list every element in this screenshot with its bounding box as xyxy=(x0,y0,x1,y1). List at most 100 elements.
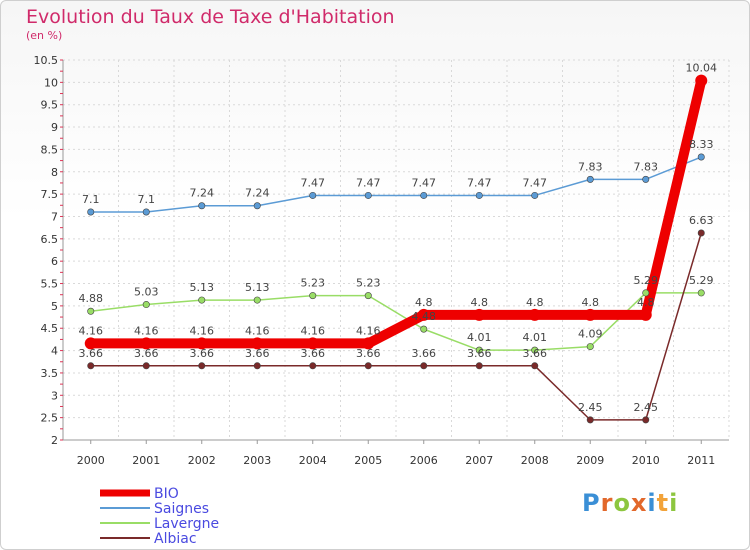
data-label-albiac: 2.45 xyxy=(634,401,659,414)
y-tick-label: 10.5 xyxy=(34,54,59,67)
x-tick-label: 2002 xyxy=(188,454,216,467)
data-point-albiac xyxy=(309,362,317,370)
data-label-saignes: 7.47 xyxy=(356,176,381,189)
logo-letter: r xyxy=(600,489,614,517)
data-label-albiac: 2.45 xyxy=(578,401,603,414)
data-point-albiac xyxy=(87,362,95,370)
data-label-albiac: 3.66 xyxy=(467,347,492,360)
y-tick-label: 6 xyxy=(51,255,58,268)
data-point-albiac xyxy=(420,362,428,370)
legend-label-saignes: Saignes xyxy=(154,501,209,517)
x-tick-label: 2000 xyxy=(77,454,105,467)
data-label-saignes: 7.47 xyxy=(301,176,326,189)
data-label-saignes: 7.24 xyxy=(245,187,270,200)
data-label-albiac: 3.66 xyxy=(412,347,437,360)
data-label-lavergne: 5.29 xyxy=(689,274,714,287)
data-label-lavergne: 5.13 xyxy=(245,281,270,294)
x-tick-label: 2003 xyxy=(243,454,271,467)
series-line-bio xyxy=(85,75,707,349)
data-label-bio: 4.8 xyxy=(582,296,600,309)
data-label-albiac: 3.66 xyxy=(79,347,104,360)
data-point-bio xyxy=(140,337,153,350)
x-tick-label: 2005 xyxy=(354,454,382,467)
data-point-saignes xyxy=(198,202,206,210)
y-tick-label: 8.5 xyxy=(41,143,59,156)
data-point-saignes xyxy=(642,175,650,183)
data-point-lavergne xyxy=(697,289,705,297)
series-line-saignes xyxy=(90,156,702,213)
data-point-saignes xyxy=(309,191,317,199)
data-label-bio: 4.16 xyxy=(79,324,104,337)
legend-label-albiac: Albiac xyxy=(154,531,197,547)
data-point-albiac xyxy=(198,362,206,370)
y-tick-label: 5.5 xyxy=(41,278,59,291)
data-point-lavergne xyxy=(475,346,483,354)
data-point-albiac xyxy=(475,362,483,370)
data-label-saignes: 7.83 xyxy=(578,160,603,173)
x-tick-label: 2001 xyxy=(132,454,160,467)
data-point-bio xyxy=(84,337,97,350)
data-label-saignes: 7.47 xyxy=(523,176,548,189)
y-tick-label: 3 xyxy=(51,389,58,402)
y-tick-label: 8 xyxy=(51,166,58,179)
data-label-bio: 4.8 xyxy=(526,296,544,309)
legend-label-lavergne: Lavergne xyxy=(154,516,219,532)
data-label-saignes: 7.1 xyxy=(138,193,156,206)
x-tick-label: 2009 xyxy=(576,454,604,467)
data-point-albiac xyxy=(531,362,539,370)
data-label-bio: 4.16 xyxy=(356,324,381,337)
x-tick-label: 2006 xyxy=(410,454,438,467)
data-label-lavergne: 5.29 xyxy=(634,274,659,287)
legend-label-bio: BIO xyxy=(154,486,179,502)
x-tick-label: 2007 xyxy=(465,454,493,467)
y-tick-label: 3.5 xyxy=(41,367,59,380)
data-label-lavergne: 4.88 xyxy=(79,292,104,305)
data-point-saignes xyxy=(697,153,705,161)
logo-letter: P xyxy=(582,489,601,517)
series-line-lavergne xyxy=(90,292,702,351)
data-labels: 4.16 4.16 4.16 4.16 4.16 4.16 4.8 4.8 4.8 4.8 4.8 1… xyxy=(79,62,718,414)
proxiti-logo: Proxiti xyxy=(582,489,678,517)
data-label-albiac: 3.66 xyxy=(190,347,215,360)
data-point-lavergne xyxy=(531,346,539,354)
data-point-albiac xyxy=(364,362,372,370)
grid-lines xyxy=(62,59,730,441)
y-tick-label: 10 xyxy=(44,76,58,89)
data-label-bio: 4.16 xyxy=(134,324,159,337)
data-point-saignes xyxy=(586,175,594,183)
data-point-saignes xyxy=(364,191,372,199)
data-point-lavergne xyxy=(253,296,261,304)
data-label-lavergne: 4.48 xyxy=(412,310,437,323)
data-label-lavergne: 5.23 xyxy=(356,277,381,290)
logo-letter: o xyxy=(613,489,631,517)
data-point-bio xyxy=(362,337,375,350)
data-label-bio: 4.8 xyxy=(471,296,489,309)
data-point-saignes xyxy=(87,208,95,216)
data-point-saignes xyxy=(253,202,261,210)
x-tick-label: 2008 xyxy=(521,454,549,467)
data-point-albiac xyxy=(142,362,150,370)
data-label-albiac: 3.66 xyxy=(356,347,381,360)
data-point-albiac xyxy=(253,362,261,370)
y-tick-label: 7.5 xyxy=(41,188,59,201)
data-label-albiac: 3.66 xyxy=(245,347,270,360)
data-label-bio: 4.16 xyxy=(245,324,270,337)
y-tick-label: 9 xyxy=(51,121,58,134)
y-tick-label: 4 xyxy=(51,345,58,358)
data-point-lavergne xyxy=(198,296,206,304)
axes: 2 2.5 3 3.5 4 4.5 5 5.5 6 6.5 7 7.5 8 8.5 9 9.5 10 10.5 20… xyxy=(34,54,729,467)
data-point-bio xyxy=(417,308,430,321)
data-point-bio xyxy=(639,308,652,321)
logo-letter: t xyxy=(656,489,670,517)
logo-letter: i xyxy=(669,489,679,517)
series-points xyxy=(84,74,708,424)
logo-letter: i xyxy=(647,489,657,517)
chart-title: Evolution du Taux de Taxe d'Habitation xyxy=(26,6,395,28)
y-tick-label: 7 xyxy=(51,210,58,223)
data-label-lavergne: 5.13 xyxy=(190,281,215,294)
data-label-saignes: 8.33 xyxy=(689,138,714,151)
data-label-saignes: 7.47 xyxy=(412,176,437,189)
data-label-bio: 4.16 xyxy=(190,324,215,337)
